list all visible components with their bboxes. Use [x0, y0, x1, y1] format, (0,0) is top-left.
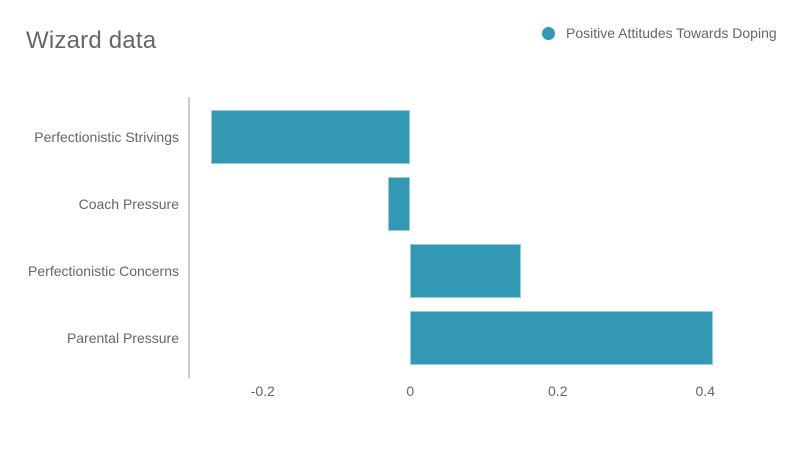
y-axis-line [188, 97, 190, 378]
bar-parental-pressure [410, 311, 713, 366]
bar-perfectionistic-strivings [211, 109, 411, 164]
category-label: Perfectionistic Concerns [28, 263, 179, 280]
category-label: Parental Pressure [66, 330, 179, 347]
x-tick-label: 0.4 [695, 383, 715, 399]
legend-label: Positive Attitudes Towards Doping [566, 25, 777, 41]
legend-circle-icon [542, 26, 555, 40]
x-tick-label: 0.2 [548, 383, 568, 399]
x-tick-label: 0 [406, 383, 415, 399]
legend: Positive Attitudes Towards Doping [542, 25, 777, 41]
bar-coach-pressure [388, 176, 411, 231]
category-label: Perfectionistic Strivings [34, 128, 179, 145]
category-label: Coach Pressure [78, 195, 179, 212]
bar-perfectionistic-concerns [410, 244, 521, 299]
chart-title: Wizard data [26, 27, 157, 54]
x-tick-label: -0.2 [250, 383, 275, 399]
